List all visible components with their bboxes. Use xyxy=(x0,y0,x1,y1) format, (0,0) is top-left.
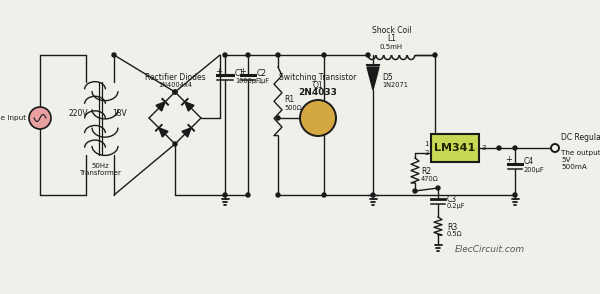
Circle shape xyxy=(322,53,326,57)
Circle shape xyxy=(513,193,517,197)
Circle shape xyxy=(413,189,417,193)
Text: 2N4033: 2N4033 xyxy=(299,88,337,97)
Circle shape xyxy=(29,107,51,129)
Polygon shape xyxy=(182,128,191,137)
Text: +: + xyxy=(215,66,222,76)
Text: 3: 3 xyxy=(481,145,485,151)
Circle shape xyxy=(322,193,326,197)
Circle shape xyxy=(371,193,375,197)
Circle shape xyxy=(223,53,227,57)
Circle shape xyxy=(300,100,336,136)
Text: Shock Coil: Shock Coil xyxy=(371,26,412,35)
Text: AC Line Input: AC Line Input xyxy=(0,115,26,121)
Circle shape xyxy=(276,53,280,57)
Text: C1: C1 xyxy=(235,69,245,78)
Text: 1μF: 1μF xyxy=(257,78,269,84)
Circle shape xyxy=(173,142,177,146)
Polygon shape xyxy=(159,128,168,137)
Text: +: + xyxy=(505,155,512,163)
Text: 1N4004x4: 1N4004x4 xyxy=(158,82,192,88)
Text: 200μF: 200μF xyxy=(524,167,545,173)
Text: 2: 2 xyxy=(425,150,429,156)
Text: 1000μF: 1000μF xyxy=(235,78,260,84)
Circle shape xyxy=(513,146,517,150)
Text: R3: R3 xyxy=(447,223,457,231)
Circle shape xyxy=(223,193,227,197)
Polygon shape xyxy=(185,102,194,111)
Circle shape xyxy=(366,53,370,57)
Text: C4: C4 xyxy=(524,158,534,166)
Text: R2: R2 xyxy=(421,166,431,176)
Text: 0.2μF: 0.2μF xyxy=(447,203,466,209)
Text: Switching Transistor: Switching Transistor xyxy=(280,73,356,82)
Circle shape xyxy=(433,53,437,57)
Circle shape xyxy=(436,186,440,190)
Text: DC Regulated Voltage: DC Regulated Voltage xyxy=(561,133,600,142)
Text: 470Ω: 470Ω xyxy=(421,176,439,182)
Text: C2: C2 xyxy=(257,69,267,78)
Text: 0.5Ω: 0.5Ω xyxy=(447,231,463,237)
Circle shape xyxy=(173,90,177,94)
Circle shape xyxy=(276,116,280,120)
FancyBboxPatch shape xyxy=(431,134,479,162)
Text: 500Ω: 500Ω xyxy=(284,105,302,111)
Text: +: + xyxy=(239,66,246,76)
Circle shape xyxy=(246,53,250,57)
Text: C3: C3 xyxy=(447,195,457,203)
Text: ElecCircuit.com: ElecCircuit.com xyxy=(455,245,525,255)
Text: 1: 1 xyxy=(425,141,429,147)
Circle shape xyxy=(112,53,116,57)
Text: L1: L1 xyxy=(387,34,396,43)
Text: 220V: 220V xyxy=(68,108,88,118)
Circle shape xyxy=(497,146,501,150)
Text: 1N2071: 1N2071 xyxy=(382,82,408,88)
Circle shape xyxy=(246,193,250,197)
Text: 18V: 18V xyxy=(113,108,127,118)
Text: 50Hz
Transformer: 50Hz Transformer xyxy=(79,163,121,176)
Circle shape xyxy=(173,90,177,94)
Circle shape xyxy=(276,193,280,197)
Text: Q1: Q1 xyxy=(313,81,323,90)
Text: LM341: LM341 xyxy=(434,143,476,153)
Text: The output
5V
500mA: The output 5V 500mA xyxy=(561,150,600,170)
Text: 0.5mH: 0.5mH xyxy=(380,44,403,50)
Text: Rectifier Diodes: Rectifier Diodes xyxy=(145,73,205,82)
Text: D5: D5 xyxy=(382,73,393,81)
Text: R1: R1 xyxy=(284,96,294,104)
Polygon shape xyxy=(367,67,379,90)
Polygon shape xyxy=(156,102,165,111)
